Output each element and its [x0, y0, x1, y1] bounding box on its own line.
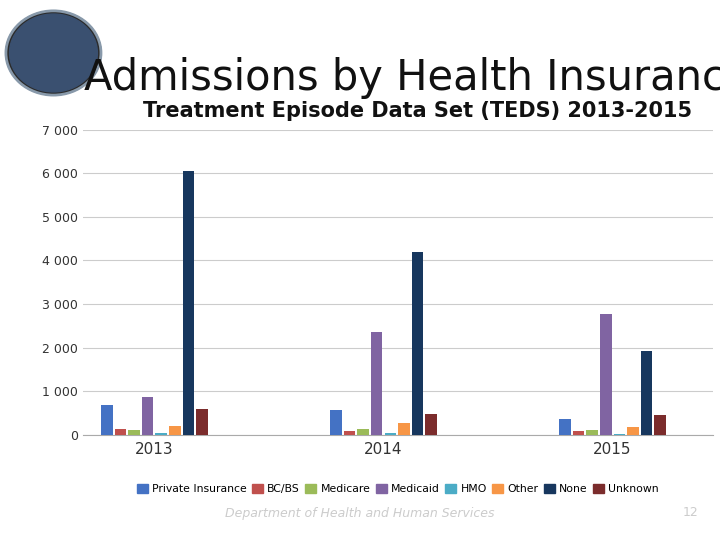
Text: Treatment Episode Data Set (TEDS) 2013-2015: Treatment Episode Data Set (TEDS) 2013-2…: [143, 100, 692, 121]
Bar: [641, 351, 652, 435]
Bar: [114, 429, 126, 435]
Bar: [142, 397, 153, 435]
Bar: [156, 433, 167, 435]
Bar: [559, 419, 571, 435]
Bar: [343, 431, 355, 435]
Bar: [357, 429, 369, 435]
Bar: [183, 171, 194, 435]
Bar: [169, 426, 181, 435]
Bar: [426, 414, 437, 435]
Circle shape: [6, 11, 101, 95]
Text: Department of Health and Human Services: Department of Health and Human Services: [225, 507, 495, 519]
Text: 12: 12: [683, 507, 698, 519]
Bar: [398, 423, 410, 435]
Circle shape: [9, 14, 97, 92]
Bar: [330, 410, 342, 435]
Bar: [128, 430, 140, 435]
Bar: [586, 430, 598, 435]
Bar: [412, 252, 423, 435]
Bar: [654, 415, 666, 435]
Bar: [197, 409, 208, 435]
Bar: [573, 431, 585, 435]
Bar: [627, 427, 639, 435]
Bar: [600, 314, 611, 435]
Bar: [101, 405, 112, 435]
Bar: [371, 332, 382, 435]
Legend: Private Insurance, BC/BS, Medicare, Medicaid, HMO, Other, None, Unknown: Private Insurance, BC/BS, Medicare, Medi…: [132, 480, 663, 498]
Text: Admissions by Health Insurance: Admissions by Health Insurance: [84, 57, 720, 99]
Bar: [384, 433, 396, 435]
